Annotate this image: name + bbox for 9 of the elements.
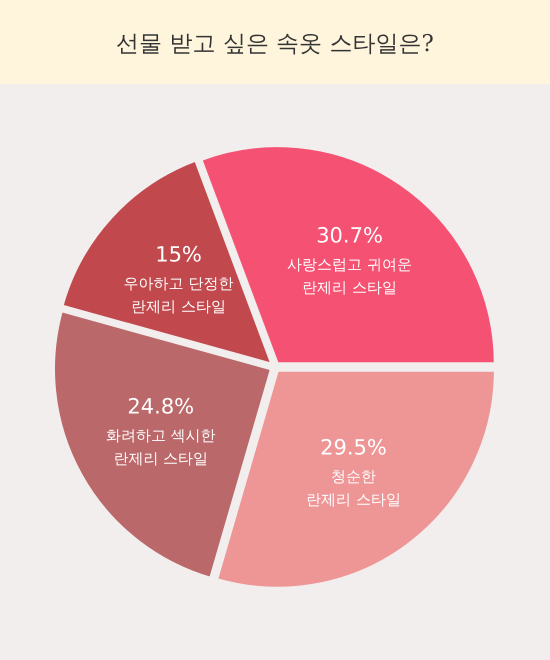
chart-title: 선물 받고 싶은 속옷 스타일은?: [116, 31, 434, 57]
slice-label: 사랑스럽고 귀여운 란제리 스타일: [287, 256, 412, 297]
data-label: 24.8%: [127, 394, 194, 419]
slice-label: 청순한 란제리 스타일: [306, 468, 401, 509]
data-label: 30.7%: [316, 224, 383, 248]
data-label: 15%: [155, 242, 202, 267]
slice-label: 우아하고 단정한 란제리 스타일: [124, 274, 234, 316]
data-label: 29.5%: [320, 436, 387, 460]
slice-label: 화려하고 섹시한 란제리 스타일: [106, 426, 216, 468]
